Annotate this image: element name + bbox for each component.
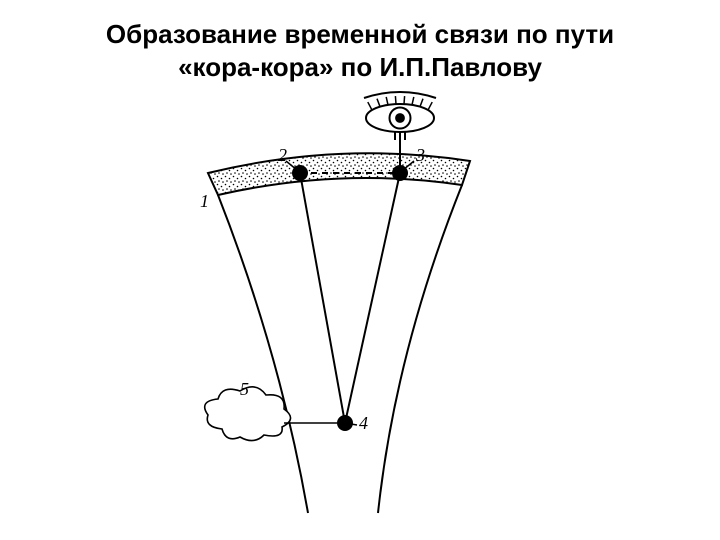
node-4 — [337, 415, 353, 431]
label-3: 3 — [415, 145, 425, 165]
label-2: 2 — [278, 145, 287, 165]
label-1: 1 — [200, 191, 209, 211]
eye-icon — [364, 92, 436, 132]
label-4: 4 — [359, 413, 368, 433]
label-5: 5 — [240, 379, 249, 399]
path-node2-node4 — [300, 173, 345, 423]
page-title: Образование временной связи по пути «кор… — [0, 0, 720, 83]
node-3 — [392, 165, 408, 181]
fan-left-edge — [218, 195, 308, 513]
title-line-2: «кора-кора» по И.П.Павлову — [0, 51, 720, 84]
diagram-container: 1 2 3 4 5 — [0, 83, 720, 523]
node-2 — [292, 165, 308, 181]
path-node3-node4 — [345, 173, 400, 423]
pavlov-diagram: 1 2 3 4 5 — [0, 83, 720, 523]
fan-right-edge — [378, 185, 462, 513]
title-line-1: Образование временной связи по пути — [0, 18, 720, 51]
cortex-band — [208, 153, 470, 195]
